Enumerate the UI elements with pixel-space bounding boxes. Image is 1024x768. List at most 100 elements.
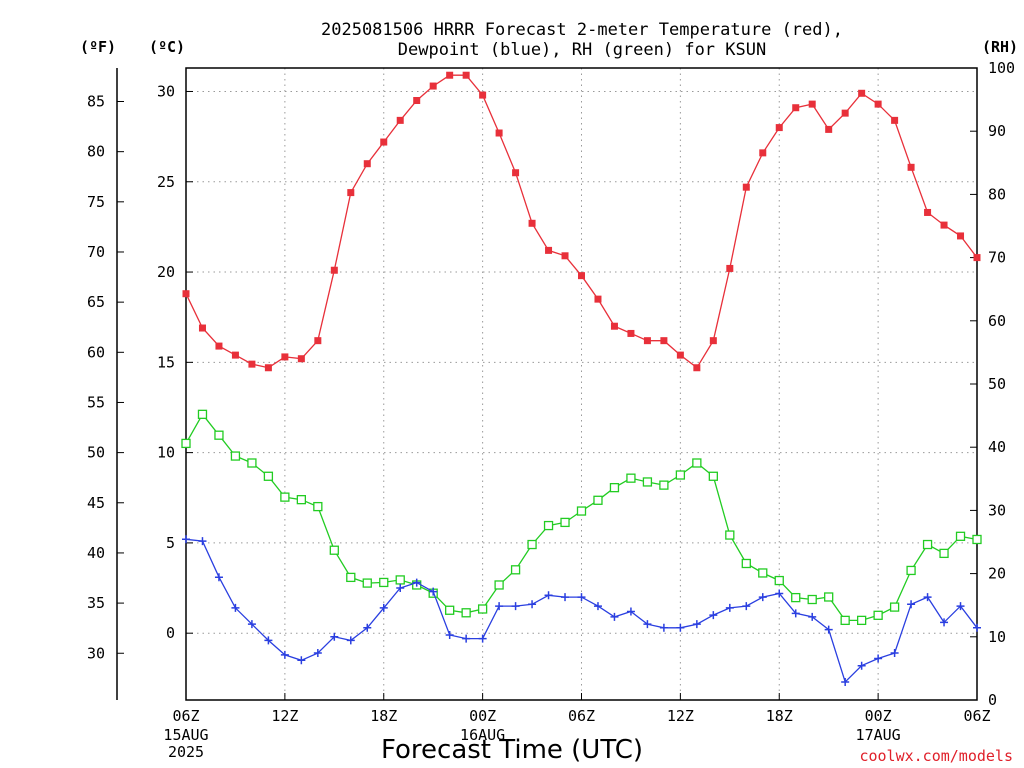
dewpoint-point [264,636,273,645]
temperature-point [594,295,602,303]
time-tick-label: 06Z [963,707,990,725]
rh-tick-label: 40 [988,438,1006,456]
temperature-point [643,337,651,345]
dewpoint-point [231,603,240,612]
dewpoint-point [182,535,190,544]
temperature-point [479,91,487,99]
credit-text: coolwx.com/models [859,747,1013,765]
dewpoint-point [676,623,685,632]
temperature-point [297,355,305,363]
temperature-point [841,109,849,117]
rh-point [922,539,933,550]
rh-point [329,545,339,555]
rh-point [362,578,372,588]
temperature-point [446,71,454,79]
time-tick-label: 00Z [469,707,496,725]
x-axis-title: Forecast Time (UTC) [381,735,643,765]
rh-tick-label: 10 [988,628,1006,646]
dewpoint-point [610,612,619,621]
dewpoint-point [890,649,899,658]
temperature-point [891,116,899,124]
rh-point [461,608,471,618]
temperature-point [792,104,800,112]
temperature-point [808,100,816,108]
rh-point [560,517,570,528]
dewpoint-point [643,620,652,629]
fahrenheit-unit-label: (ºF) [80,38,116,56]
rh-point [955,531,966,541]
temperature-point [660,337,668,345]
dewpoint-point [280,650,289,659]
dewpoint-point [511,602,520,611]
temperature-point [693,364,701,372]
rh-point [774,575,784,586]
fahrenheit-tick-label: 85 [87,93,105,111]
dewpoint-point [313,649,322,658]
fahrenheit-tick-label: 65 [87,293,105,311]
rh-point [725,530,735,540]
temperature-point [874,100,882,108]
dewpoint-point [857,661,866,670]
rh-tick-label: 90 [988,122,1006,140]
temperature-point [248,360,256,368]
time-tick-label: 00Z [865,707,892,725]
temperature-point [627,329,635,337]
rh-tick-label: 80 [988,185,1006,203]
dewpoint-point [973,623,981,632]
temperature-point [561,252,569,260]
rh-point [181,438,191,449]
celsius-tick-label: 15 [157,353,175,371]
rh-point [576,506,587,516]
dewpoint-point [692,620,701,629]
rh-point [609,482,620,493]
rh-point [972,534,982,545]
dewpoint-point [659,623,668,632]
rh-point [247,458,257,468]
time-tick-label: 18Z [766,707,793,725]
temperature-point [775,124,783,132]
dewpoint-point [577,593,586,602]
rh-point [840,615,850,626]
dewpoint-point [330,632,339,641]
rh-point [395,575,405,585]
dewpoint-point [214,573,223,582]
dewpoint-point [528,600,537,609]
fahrenheit-tick-label: 40 [87,544,105,562]
dewpoint-point [363,623,372,632]
rh-tick-label: 70 [988,249,1006,267]
temperature-point [413,97,421,105]
rh-unit-label: (RH) [982,38,1018,56]
temperature-point [281,353,289,361]
temperature-point [330,266,338,274]
fahrenheit-tick-label: 75 [87,193,105,211]
dewpoint-series [182,535,981,686]
rh-point [346,572,356,583]
rh-point [197,409,208,419]
time-tick-label: 18Z [370,707,397,725]
temperature-point [973,254,981,262]
rh-tick-label: 0 [988,691,997,709]
rh-line [185,413,978,622]
rh-series [181,409,982,626]
temperature-point [380,138,388,146]
dewpoint-point [956,602,965,611]
grid-lines [186,68,977,700]
dewpoint-point [396,584,405,593]
temperature-point [610,322,618,330]
dewpoint-point [791,609,800,618]
dewpoint-point [907,600,916,609]
rh-axis-ticks: 0 10 20 30 40 50 60 70 80 90 100 [970,59,1015,709]
fahrenheit-tick-label: 30 [87,644,105,662]
rh-point [758,568,768,578]
fahrenheit-tick-label: 55 [87,393,105,411]
dewpoint-point [593,602,602,611]
temperature-point [528,219,536,227]
date-label: 17AUG [856,726,901,744]
temperature-point [314,337,322,345]
temperature-point [924,208,932,216]
temperature-point [512,169,520,177]
rh-point [593,495,603,505]
fahrenheit-tick-label: 80 [87,143,105,161]
time-tick-label: 06Z [568,707,595,725]
